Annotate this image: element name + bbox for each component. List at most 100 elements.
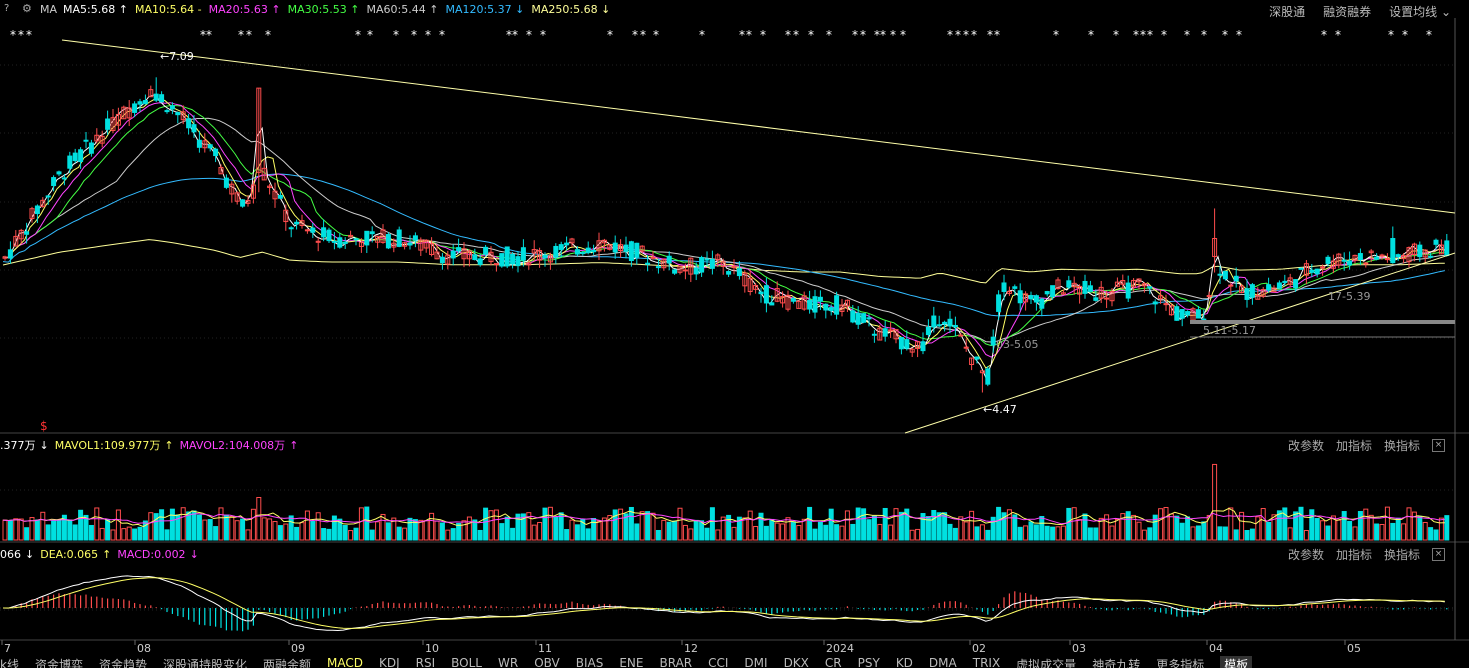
volume-add-indicator[interactable]: 加指标 [1335,439,1372,453]
tab-5[interactable]: MACD [327,656,363,668]
tab-16[interactable]: DKX [783,656,809,668]
signal-star: * [1388,28,1394,42]
tab-8[interactable]: BOLL [451,656,482,668]
volume-bar [834,524,840,541]
tab-1[interactable]: 资金博弈 [34,658,83,668]
signal-star: * [411,28,417,42]
candle-body [720,261,726,267]
candle-body [1282,280,1288,283]
volume-bar [18,518,24,541]
ma-legend-item: MA250:5.68 ↓ [531,2,611,16]
volume-bar [202,519,208,541]
candle-body [439,256,445,264]
signal-star: * [425,28,431,42]
tab-15[interactable]: DMI [744,656,768,668]
volume-bar [677,507,683,541]
tab-23[interactable]: 神奇九转 [1092,658,1141,668]
tab-7[interactable]: RSI [415,656,436,668]
candle-body [618,244,624,252]
signal-star: * [746,28,752,42]
candle-body [1098,286,1104,299]
tab-10[interactable]: OBV [534,656,560,668]
tab-6[interactable]: KDJ [379,656,400,668]
menu-shengutong[interactable]: 深股通 [1269,5,1306,19]
tab-9[interactable]: WR [498,656,519,668]
volume-bar [1341,511,1347,541]
candle-body [958,334,964,337]
tab-12[interactable]: ENE [619,656,644,668]
candle-body [477,258,483,265]
volume-bar [105,518,111,541]
ma60-line [2,117,1445,343]
tab-3[interactable]: 深股通持股变化 [162,658,247,668]
volume-bar [407,517,413,541]
signal-star: * [355,28,361,42]
volume-bar [558,512,564,541]
close-icon[interactable]: × [1432,439,1445,452]
candle-body [429,243,435,255]
volume-bar [1417,515,1423,541]
ma-legend-item: MA10:5.64 - [134,2,202,16]
candle-body [996,294,1002,312]
signal-star: * [607,28,613,42]
help-icon[interactable]: ? [4,3,10,14]
close-icon[interactable]: × [1432,548,1445,561]
volume-bar [1006,509,1012,541]
tab-0[interactable]: k线 [0,658,19,668]
settings-gear-icon[interactable]: ⚙ [22,2,32,15]
signal-star: * [900,28,906,42]
tab-11[interactable]: BIAS [575,656,604,668]
tab-18[interactable]: PSY [857,656,880,668]
candle-body [785,294,791,310]
tab-21[interactable]: TRIX [972,656,1001,668]
volume-bar [132,528,138,541]
tab-17[interactable]: CR [824,656,842,668]
candle-body [623,244,629,252]
tab-19[interactable]: KD [895,656,913,668]
volume-change-indicator[interactable]: 换指标 [1383,439,1420,453]
volume-bar [1201,521,1207,541]
macd-edit-params[interactable]: 改参数 [1287,548,1324,562]
volume-bar [1001,512,1007,541]
tab-24[interactable]: 更多指标 [1156,658,1205,668]
tab-2[interactable]: 资金趋势 [98,658,147,668]
tab-20[interactable]: DMA [928,656,957,668]
volume-bar [693,519,699,541]
candle-body [1293,279,1299,289]
candle-body [2,256,8,259]
volume-bar [99,527,105,541]
macd-change-indicator[interactable]: 换指标 [1383,548,1420,562]
candle-body [1195,309,1201,319]
volume-bar [1444,515,1450,541]
volume-bar [121,528,127,541]
tab-25[interactable]: 模板 [1220,656,1253,668]
candle-body [1271,287,1277,293]
candle-body [553,245,559,258]
candle-body [1336,253,1342,266]
volume-bar [429,512,435,541]
tab-13[interactable]: BRAR [659,656,693,668]
menu-margin-trading[interactable]: 融资融券 [1323,5,1372,19]
menu-ma-settings[interactable]: 设置均线 ⌄ [1389,5,1451,19]
candle-body [126,107,132,119]
candle-body [1287,277,1293,285]
candle-body [72,152,78,162]
volume-bar [904,508,910,541]
high-label: ←7.09 [160,50,194,63]
volume-bar [763,525,769,541]
volume-bar [1309,509,1315,541]
signal-star: * [632,28,638,42]
tab-4[interactable]: 两融余额 [263,658,312,668]
tab-14[interactable]: CCI [708,656,729,668]
candle-body [483,246,489,255]
macd-add-indicator[interactable]: 加指标 [1335,548,1372,562]
candle-body [1239,285,1245,294]
signal-star: * [826,28,832,42]
volume-edit-params[interactable]: 改参数 [1287,439,1324,453]
volume-bar [1249,528,1255,541]
tab-22[interactable]: 虚拟成交量 [1016,658,1077,668]
candle-body [1374,256,1380,260]
volume-bar [790,521,796,541]
candle-body [499,253,505,267]
